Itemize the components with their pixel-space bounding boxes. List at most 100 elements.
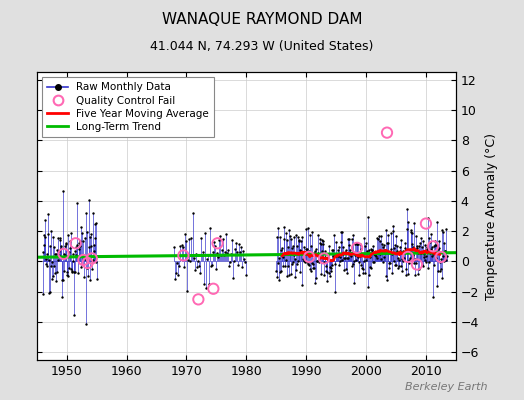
Point [429,243,438,250]
Point [63,272,71,278]
Point [63,232,72,238]
Point [85,277,94,284]
Point [318,248,326,254]
Point [212,266,220,272]
Point [353,241,361,247]
Point [368,246,377,253]
Point [341,255,350,261]
Point [424,214,432,221]
Point [437,256,445,262]
Point [224,247,232,254]
Point [425,258,433,265]
Point [366,254,374,260]
Point [390,258,399,264]
Point [391,262,400,268]
Point [77,224,85,230]
Point [443,252,451,259]
Point [436,266,445,273]
Point [345,242,354,248]
Point [309,261,317,268]
Point [404,219,412,226]
Point [343,255,351,261]
Point [318,237,326,244]
Point [332,239,341,246]
Point [350,258,358,264]
Point [417,234,425,241]
Point [170,244,179,250]
Point [394,255,402,262]
Point [384,232,392,238]
Point [429,294,438,300]
Point [52,251,60,257]
Point [439,253,447,260]
Point [56,235,64,241]
Point [377,256,385,262]
Point [358,270,367,276]
Point [377,233,386,239]
Point [61,243,69,249]
Point [233,249,242,256]
Point [288,261,296,267]
Point [349,232,357,238]
Point [374,236,383,242]
Point [378,241,386,247]
Point [395,256,403,263]
Point [284,244,292,250]
Point [407,227,415,234]
Text: WANAQUE RAYMOND DAM: WANAQUE RAYMOND DAM [162,12,362,27]
Point [373,255,381,261]
Point [418,244,426,250]
Point [342,247,351,254]
Point [296,246,304,253]
Point [82,210,90,216]
Point [392,232,400,239]
Point [401,240,409,246]
Point [185,258,194,264]
Point [423,246,431,252]
Point [347,262,356,269]
Point [355,258,364,265]
Point [219,236,227,242]
Point [346,251,354,257]
Point [276,234,284,240]
Point [236,249,244,255]
Point [199,249,207,255]
Point [275,277,283,284]
Point [399,258,407,264]
Point [297,238,305,244]
Point [438,227,446,234]
Point [283,262,292,269]
Point [229,275,237,281]
Point [348,261,357,267]
Point [313,258,321,264]
Point [50,244,58,250]
Point [424,265,433,272]
Point [367,246,375,252]
Point [441,248,450,254]
Point [326,268,335,274]
Point [313,232,322,238]
Point [302,258,311,265]
Point [304,224,312,231]
Point [405,257,413,263]
Point [347,250,355,256]
Point [80,252,88,259]
Point [39,290,47,297]
Point [435,245,443,252]
Point [423,244,432,250]
Point [340,266,348,273]
Point [395,263,403,269]
Point [294,233,302,240]
Point [295,237,303,244]
Point [337,228,346,235]
Point [56,237,64,243]
Point [324,255,332,261]
Point [285,226,293,233]
Point [47,263,56,270]
Point [49,234,58,240]
Point [45,290,53,296]
Point [311,248,320,255]
Point [59,188,68,194]
Point [178,244,187,250]
Point [401,244,410,251]
